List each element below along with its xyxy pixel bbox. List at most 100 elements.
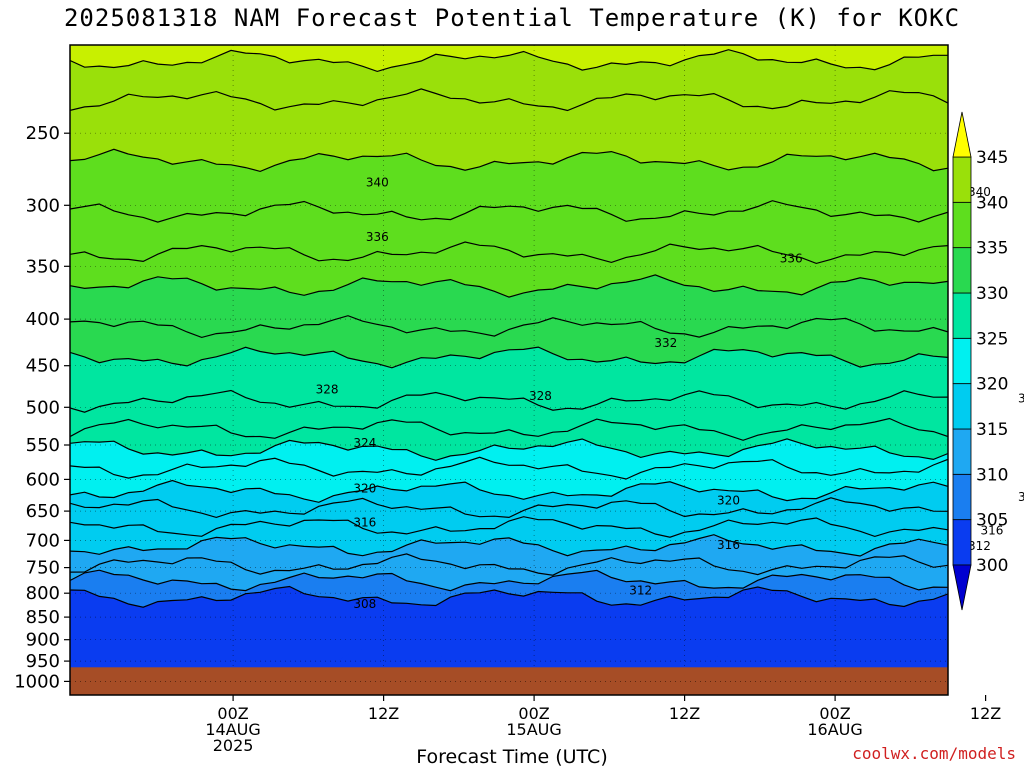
x-tick-label: 12Z bbox=[970, 704, 1001, 723]
x-tick-label: 16AUG bbox=[807, 720, 862, 739]
isentrope-316 bbox=[70, 516, 948, 538]
y-tick-label: 500 bbox=[26, 397, 60, 418]
colorbar-segment bbox=[952, 519, 972, 566]
contour-label: 336 bbox=[780, 251, 803, 265]
contour-label-text: 340 bbox=[366, 175, 389, 189]
isentrope-308 bbox=[70, 585, 948, 608]
y-tick-label: 900 bbox=[26, 630, 60, 651]
y-tick-label: 550 bbox=[26, 435, 60, 456]
y-tick-label: 850 bbox=[26, 607, 60, 628]
contour-label: 316 bbox=[980, 524, 1003, 538]
y-tick-label: 800 bbox=[26, 583, 60, 604]
contour-label: 320 bbox=[353, 482, 376, 496]
contour-label-text: 328 bbox=[529, 389, 552, 403]
colorbar-label: 340 bbox=[976, 193, 1008, 213]
y-tick-label: 450 bbox=[26, 356, 60, 377]
y-tick-label: 300 bbox=[26, 195, 60, 216]
isentrope-310 bbox=[70, 569, 948, 592]
contour-label: 340 bbox=[366, 175, 389, 189]
colorbar-segment bbox=[952, 156, 972, 203]
isentrope-326 bbox=[70, 417, 948, 441]
isentrope-342 bbox=[70, 88, 948, 112]
y-tick-label: 250 bbox=[26, 123, 60, 144]
contour-label: 336 bbox=[366, 230, 389, 244]
isentrope-338 bbox=[70, 200, 948, 223]
contour-label: 312 bbox=[629, 584, 652, 598]
isentrope-344 bbox=[70, 49, 948, 73]
y-tick-label: 700 bbox=[26, 530, 60, 551]
x-tick-label: 15AUG bbox=[506, 720, 561, 739]
contour-label-text: 312 bbox=[968, 539, 991, 553]
isentrope-330 bbox=[70, 346, 948, 369]
isentrope-334 bbox=[70, 274, 948, 298]
contour-label: 332 bbox=[654, 336, 677, 350]
colorbar-segment bbox=[952, 428, 972, 475]
colorbar-label: 335 bbox=[976, 239, 1008, 259]
contour-label-text: 332 bbox=[654, 336, 677, 350]
grid-layer bbox=[70, 45, 948, 695]
contour-label: 316 bbox=[353, 516, 376, 530]
colorbar-label: 315 bbox=[976, 420, 1008, 440]
isentrope-324 bbox=[70, 438, 948, 461]
colorbar-max-arrow bbox=[952, 111, 972, 158]
contour-label: 324 bbox=[353, 436, 376, 450]
theta-fill-layer bbox=[70, 45, 948, 695]
x-tick-label: 12Z bbox=[669, 704, 700, 723]
isentrope-332 bbox=[70, 315, 948, 339]
contour-label: 328 bbox=[529, 389, 552, 403]
colorbar-segment bbox=[952, 383, 972, 430]
x-tick-label: 12Z bbox=[368, 704, 399, 723]
contour-label-text: 320 bbox=[717, 494, 740, 508]
contour-label: 320 bbox=[717, 494, 740, 508]
boundary-layer-pocket bbox=[331, 645, 444, 668]
colorbar-segment bbox=[952, 473, 972, 520]
contour-label-text: 316 bbox=[717, 538, 740, 552]
y-tick-label: 600 bbox=[26, 469, 60, 490]
contour-label-text: 316 bbox=[980, 524, 1003, 538]
y-axis: 2503003504004505005506006507007508008509… bbox=[14, 123, 70, 692]
x-tick-label: 00Z bbox=[518, 704, 549, 723]
colorbar-segment bbox=[952, 292, 972, 339]
credit-text: coolwx.com/models bbox=[852, 744, 1016, 763]
contour-label: 312 bbox=[968, 539, 991, 553]
colorbar-segment bbox=[952, 337, 972, 384]
contour-layer bbox=[70, 49, 948, 608]
colorbar-min-arrow bbox=[952, 564, 972, 611]
ground-layer bbox=[70, 667, 948, 695]
colorbar-segment bbox=[952, 201, 972, 249]
x-tick-label: 00Z bbox=[819, 704, 850, 723]
y-tick-label: 950 bbox=[26, 651, 60, 672]
y-tick-label: 350 bbox=[26, 256, 60, 277]
contour-label-text: 312 bbox=[629, 584, 652, 598]
y-tick-label: 650 bbox=[26, 501, 60, 522]
contour-label-text: 316 bbox=[353, 516, 376, 530]
contour-label-text: 340 bbox=[968, 185, 991, 199]
ground-fill bbox=[70, 667, 948, 695]
y-tick-label: 400 bbox=[26, 309, 60, 330]
colorbar-label: 310 bbox=[976, 465, 1008, 485]
contour-label: 328 bbox=[316, 383, 339, 397]
y-tick-label: 1000 bbox=[14, 671, 60, 692]
isentrope-320 bbox=[70, 479, 948, 503]
x-tick-label: 2025 bbox=[213, 736, 254, 755]
colorbar-label: 325 bbox=[976, 329, 1008, 349]
contour-label: 308 bbox=[353, 597, 376, 611]
contour-label-text: 328 bbox=[1018, 392, 1024, 406]
x-axis: 00Z14AUG202512Z00Z15AUG12Z00Z16AUG12Z00Z… bbox=[205, 695, 1001, 755]
isentrope-314 bbox=[70, 534, 948, 557]
boundary-layer-pocket bbox=[607, 645, 720, 668]
contour-label-layer: 3403403363363363323323283283283243243203… bbox=[316, 175, 1024, 611]
isentrope-318 bbox=[70, 497, 948, 519]
boundary-layer-pocket bbox=[933, 655, 948, 668]
isentrope-336 bbox=[70, 241, 948, 265]
isentrope-328 bbox=[70, 389, 948, 413]
x-tick-label: 00Z bbox=[217, 704, 248, 723]
colorbar-label: 320 bbox=[976, 375, 1008, 395]
contour-label-text: 328 bbox=[316, 383, 339, 397]
contour-label: 340 bbox=[968, 185, 991, 199]
isentrope-312 bbox=[70, 553, 948, 576]
contour-label-text: 320 bbox=[1018, 490, 1024, 504]
contour-label-text: 324 bbox=[353, 436, 376, 450]
colorbar-label: 345 bbox=[976, 148, 1008, 168]
